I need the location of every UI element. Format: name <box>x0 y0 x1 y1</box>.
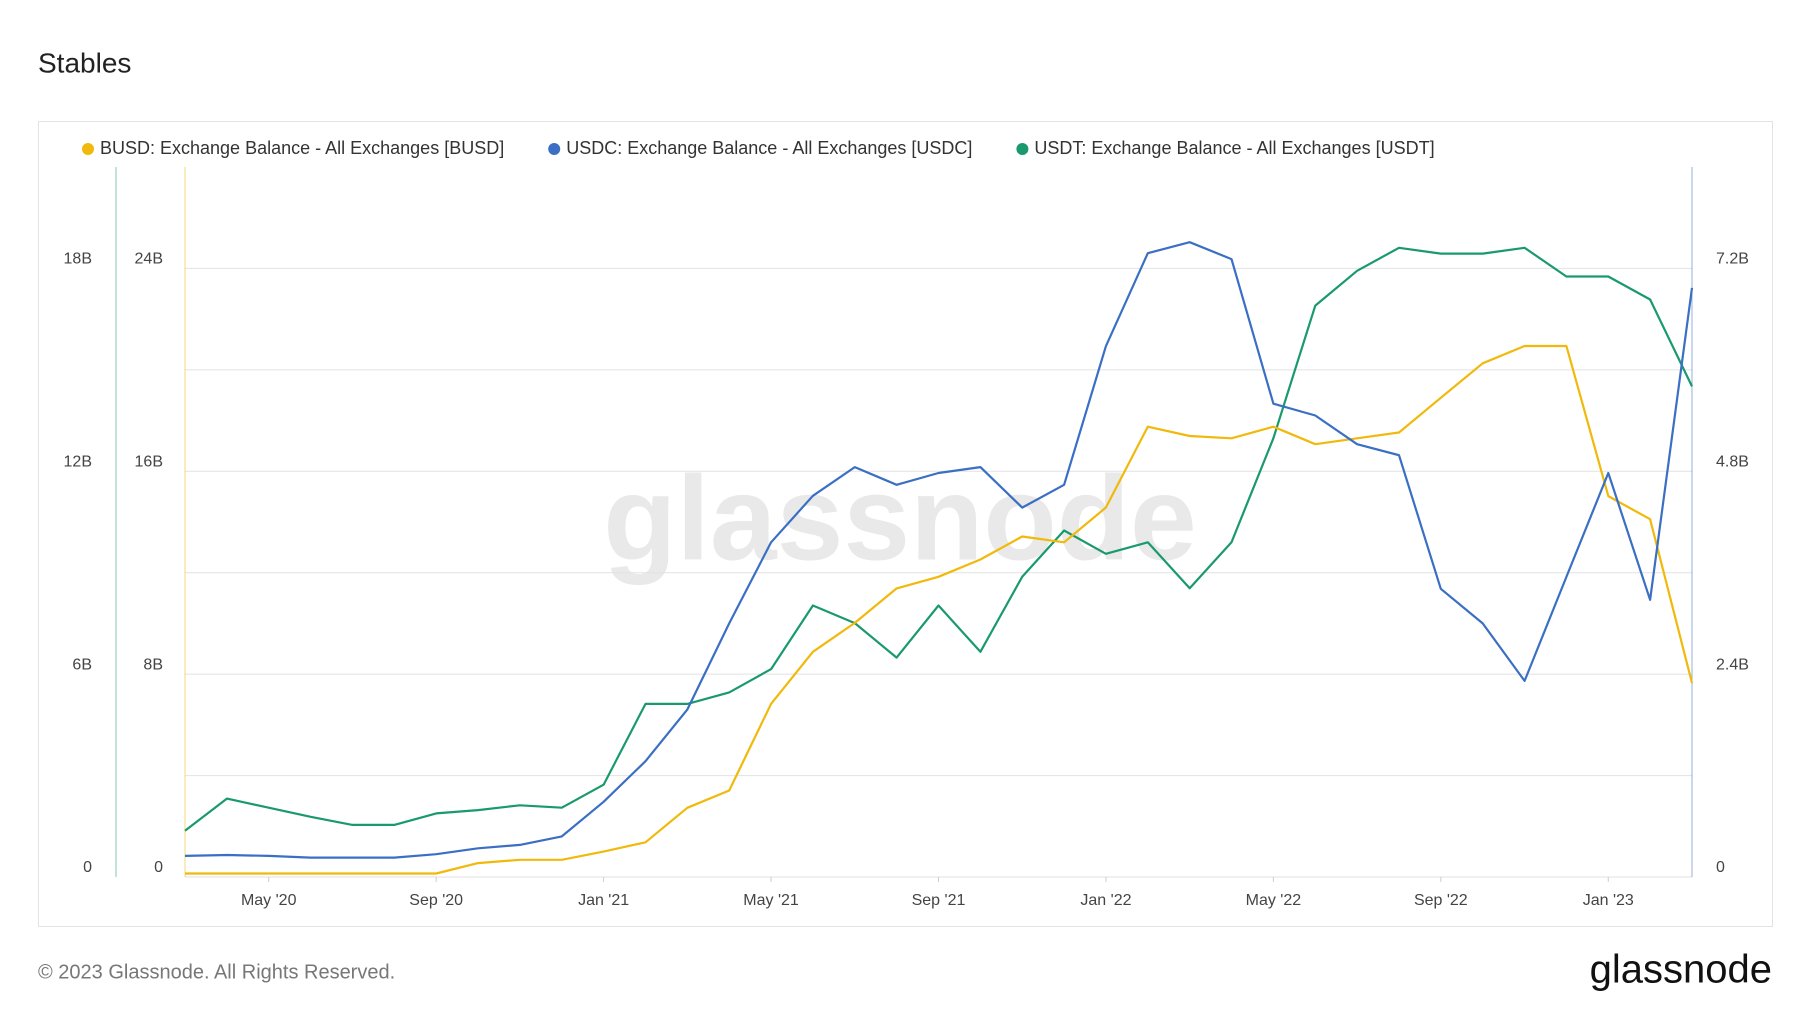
series-line <box>185 344 1694 875</box>
legend-label: USDC: Exchange Balance - All Exchanges [… <box>566 138 972 158</box>
chart-title: Stables <box>38 47 131 78</box>
y-tick-label: 2.4B <box>1716 656 1749 673</box>
x-tick-label: Sep '20 <box>409 892 463 909</box>
legend-marker <box>548 143 561 155</box>
logo: glassnode <box>1590 948 1772 992</box>
y-tick-label: 24B <box>135 251 163 268</box>
x-tick-label: May '22 <box>1246 892 1302 909</box>
y-tick-label: 12B <box>64 454 92 471</box>
legend-marker <box>82 143 94 155</box>
x-tick-label: Sep '22 <box>1414 892 1468 909</box>
watermark: glassnode <box>603 452 1197 586</box>
y-tick-label: 0 <box>83 859 92 876</box>
y-tick-label: 7.2B <box>1716 251 1749 268</box>
series-line <box>184 241 1694 859</box>
legend-label: USDT: Exchange Balance - All Exchanges [… <box>1034 138 1434 158</box>
series-line <box>184 246 1693 832</box>
y-tick-label: 0 <box>154 859 163 876</box>
legend-marker <box>1016 143 1029 155</box>
copyright: © 2023 Glassnode. All Rights Reserved. <box>38 961 395 983</box>
y-tick-label: 6B <box>72 656 92 673</box>
chart-panel <box>38 121 1773 927</box>
x-tick-label: Sep '21 <box>912 892 966 909</box>
legend-label: BUSD: Exchange Balance - All Exchanges [… <box>100 138 504 158</box>
y-tick-label: 0 <box>1716 859 1725 876</box>
y-tick-label: 16B <box>135 454 163 471</box>
x-tick-label: Jan '21 <box>578 892 629 909</box>
x-tick-label: Jan '22 <box>1080 892 1131 909</box>
x-tick-label: May '21 <box>743 892 799 909</box>
x-tick-label: May '20 <box>241 892 297 909</box>
x-tick-label: Jan '23 <box>1583 892 1634 909</box>
y-tick-label: 4.8B <box>1716 454 1749 471</box>
y-tick-label: 18B <box>64 251 92 268</box>
y-tick-label: 8B <box>143 656 163 673</box>
